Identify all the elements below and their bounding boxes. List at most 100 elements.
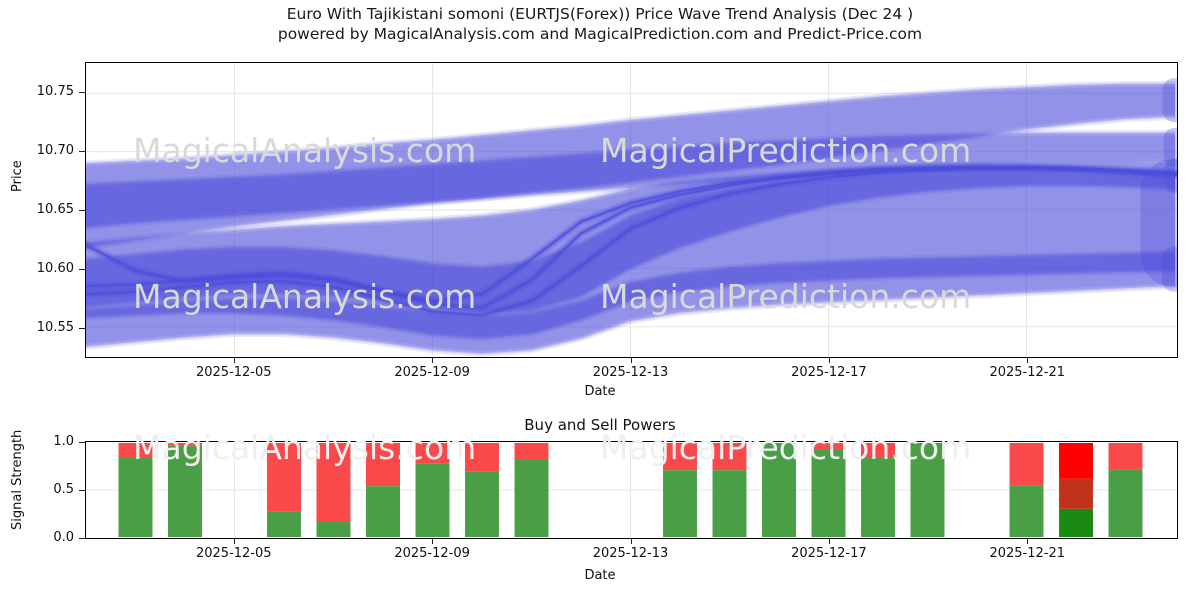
price-y-tick-label: 10.55 xyxy=(36,319,74,335)
power-bar-sell xyxy=(861,442,895,459)
price-x-axis-title: Date xyxy=(584,384,616,399)
price-y-tick-mark xyxy=(79,210,85,211)
power-bar-buy xyxy=(366,486,400,538)
power-bar[interactable] xyxy=(1059,442,1093,538)
signal-strength-axis-label: Signal Strength xyxy=(10,429,25,530)
power-y-tick-label: 0.5 xyxy=(53,482,74,497)
power-x-tick-label: 2025-12-09 xyxy=(394,546,470,561)
chart-title-block: Euro With Tajikistani somoni (EURTJS(For… xyxy=(0,4,1200,44)
power-bar[interactable] xyxy=(1108,442,1143,538)
power-bar-sell xyxy=(1108,442,1143,470)
price-x-tick-label: 2025-12-21 xyxy=(989,365,1065,380)
power-bar[interactable] xyxy=(1009,442,1044,538)
power-bar[interactable] xyxy=(910,442,945,538)
power-x-tick-label: 2025-12-21 xyxy=(989,546,1065,561)
power-x-tick-mark xyxy=(630,539,632,544)
power-bar-buy xyxy=(118,458,153,538)
power-bar-sell-predicted xyxy=(1059,442,1093,479)
price-band-bottom-tail-band xyxy=(86,255,1176,357)
power-x-tick-label: 2025-12-13 xyxy=(592,546,669,561)
price-band-lower-wide-band xyxy=(86,174,1176,342)
power-bar-sell xyxy=(514,442,549,459)
price-x-tick-mark xyxy=(233,358,235,363)
power-bar-mid-predicted xyxy=(1059,478,1093,509)
price-band-upper-wide-band xyxy=(86,82,1176,247)
price-y-tick-label: 10.70 xyxy=(36,143,74,159)
price-x-tick-label: 2025-12-09 xyxy=(394,365,470,380)
power-bar[interactable] xyxy=(415,442,450,538)
price-band-mid-band xyxy=(86,162,1176,313)
power-bar-buy xyxy=(415,463,450,538)
price-wave-svg xyxy=(86,63,1177,357)
price-y-tick-mark xyxy=(79,268,85,270)
price-axis-label: Price xyxy=(10,160,25,192)
power-bar-sell xyxy=(811,442,846,450)
power-bar[interactable] xyxy=(811,442,846,538)
page-title-line-1: Euro With Tajikistani somoni (EURTJS(For… xyxy=(286,5,914,23)
power-x-axis-title: Date xyxy=(584,568,616,583)
power-bar-buy xyxy=(762,442,796,538)
power-bar-buy-predicted xyxy=(1059,508,1093,538)
power-bar-buy xyxy=(910,442,945,538)
power-bar[interactable] xyxy=(514,442,549,538)
power-bar-sell xyxy=(1009,442,1044,486)
power-bar-buy xyxy=(465,471,499,538)
price-band-upper-core-band xyxy=(86,136,1176,231)
power-x-tick-mark xyxy=(233,539,235,544)
price-x-tick-label: 2025-12-13 xyxy=(592,365,669,380)
power-bar[interactable] xyxy=(762,442,796,538)
price-band-bottom-tail-band xyxy=(86,250,1176,353)
power-bar[interactable] xyxy=(316,442,351,538)
price-wave-chart-plot xyxy=(85,62,1178,358)
power-bar-buy xyxy=(168,445,202,538)
power-bar[interactable] xyxy=(861,442,895,538)
power-x-tick-mark xyxy=(432,539,434,544)
price-y-tick-label: 10.65 xyxy=(36,202,74,217)
power-bar-sell xyxy=(712,442,747,471)
price-y-tick-label: 10.60 xyxy=(36,260,74,276)
price-band-upper-wide-band xyxy=(86,83,1176,248)
price-band-bottom-tail-band xyxy=(86,252,1176,354)
price-band-upper-wide-band xyxy=(86,87,1176,251)
price-band-upper-core-band xyxy=(86,131,1176,227)
power-bar-buy xyxy=(663,470,697,538)
power-bar[interactable] xyxy=(267,442,301,538)
power-chart-title: Buy and Sell Powers xyxy=(524,416,676,434)
buy-sell-powers-plot xyxy=(85,441,1178,539)
buy-sell-bars-svg xyxy=(86,442,1177,538)
price-x-tick-mark xyxy=(828,358,830,363)
price-band-lower-wide-band xyxy=(86,171,1176,339)
power-y-tick-mark xyxy=(79,538,85,539)
power-bar-sell xyxy=(366,442,400,487)
power-bar[interactable] xyxy=(118,442,153,538)
price-band-mid-band xyxy=(86,159,1176,310)
price-y-tick-mark xyxy=(79,92,85,94)
power-bar-buy xyxy=(1009,485,1044,538)
power-bar-sell xyxy=(663,442,697,471)
price-band-upper-core-band xyxy=(86,134,1176,229)
power-x-tick-mark xyxy=(1027,539,1029,544)
power-bar-sell xyxy=(465,442,499,472)
power-bar-buy xyxy=(1108,469,1143,538)
power-x-tick-label: 2025-12-05 xyxy=(195,546,272,561)
price-x-tick-mark xyxy=(1027,358,1029,363)
power-bar[interactable] xyxy=(465,442,499,538)
price-band-upper-wide-band xyxy=(86,85,1176,249)
power-bar[interactable] xyxy=(168,442,202,538)
price-band-upper-core-band xyxy=(86,132,1176,228)
page-title-line-2: powered by MagicalAnalysis.com and Magic… xyxy=(277,25,923,43)
power-bar-sell xyxy=(267,442,301,512)
power-x-tick-label: 2025-12-17 xyxy=(791,546,867,561)
power-bar[interactable] xyxy=(663,442,697,538)
price-band-upper-core-band xyxy=(86,129,1176,225)
price-band-bottom-tail-band xyxy=(86,253,1176,356)
power-bar-buy xyxy=(811,449,846,538)
power-y-tick-mark xyxy=(79,442,85,443)
price-band-mid-band xyxy=(86,160,1176,312)
price-y-tick-mark xyxy=(79,151,85,153)
power-bar[interactable] xyxy=(366,442,400,538)
power-bar[interactable] xyxy=(712,442,747,538)
power-bar-buy xyxy=(316,521,351,538)
price-x-tick-label: 2025-12-17 xyxy=(791,365,867,380)
